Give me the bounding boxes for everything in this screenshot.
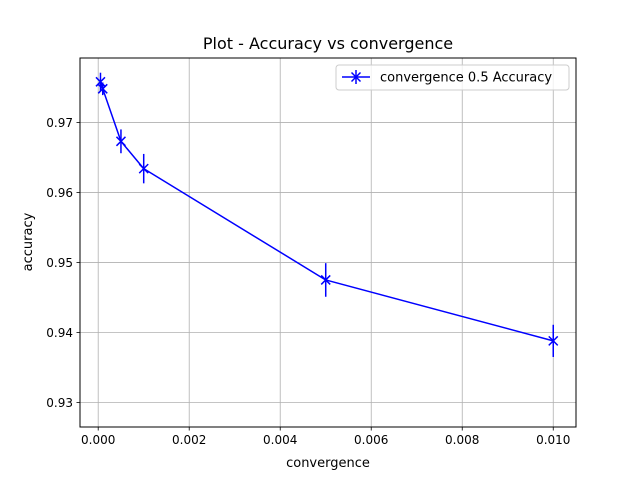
data-point-x-marker <box>115 136 126 147</box>
data-point-stroke <box>138 163 149 174</box>
legend-box <box>335 64 570 91</box>
plot-frame <box>79 57 577 428</box>
y-tick-label: 0.96 <box>46 186 73 200</box>
x-tick-label: 0.004 <box>263 433 297 447</box>
y-tick-label: 0.93 <box>46 396 73 410</box>
x-axis-label: convergence <box>286 456 370 471</box>
legend-entry-label: convergence 0.5 Accuracy <box>380 71 552 86</box>
data-point-stroke <box>95 76 106 87</box>
data-point-stroke <box>115 136 126 147</box>
chart-title: Plot - Accuracy vs convergence <box>203 34 453 53</box>
data-point-stroke <box>97 83 108 94</box>
x-tick-label: 0.008 <box>445 433 479 447</box>
x-tick-label: 0.002 <box>172 433 206 447</box>
x-tick-label: 0.006 <box>354 433 388 447</box>
data-point-x-marker <box>97 83 108 94</box>
data-point-stroke <box>320 274 331 285</box>
y-tick-label: 0.97 <box>46 116 73 130</box>
y-tick-label: 0.95 <box>46 256 73 270</box>
axis-ticks: 0.000 0.002 0.004 0.006 0.008 0.010 0.93 0.94 0.… <box>46 116 570 447</box>
x-tick-label: 0.010 <box>536 433 570 447</box>
data-point-x-marker <box>138 163 149 174</box>
data-point-x-marker <box>548 335 559 346</box>
data-point-x-marker <box>320 274 331 285</box>
data-point-stroke <box>548 335 559 346</box>
series-layer <box>95 72 559 357</box>
y-axis-label: accuracy <box>21 212 36 271</box>
x-tick-label: 0.000 <box>81 433 115 447</box>
grid-lines <box>80 58 576 427</box>
legend: convergence 0.5 Accuracy <box>335 64 570 91</box>
y-tick-label: 0.94 <box>46 326 73 340</box>
